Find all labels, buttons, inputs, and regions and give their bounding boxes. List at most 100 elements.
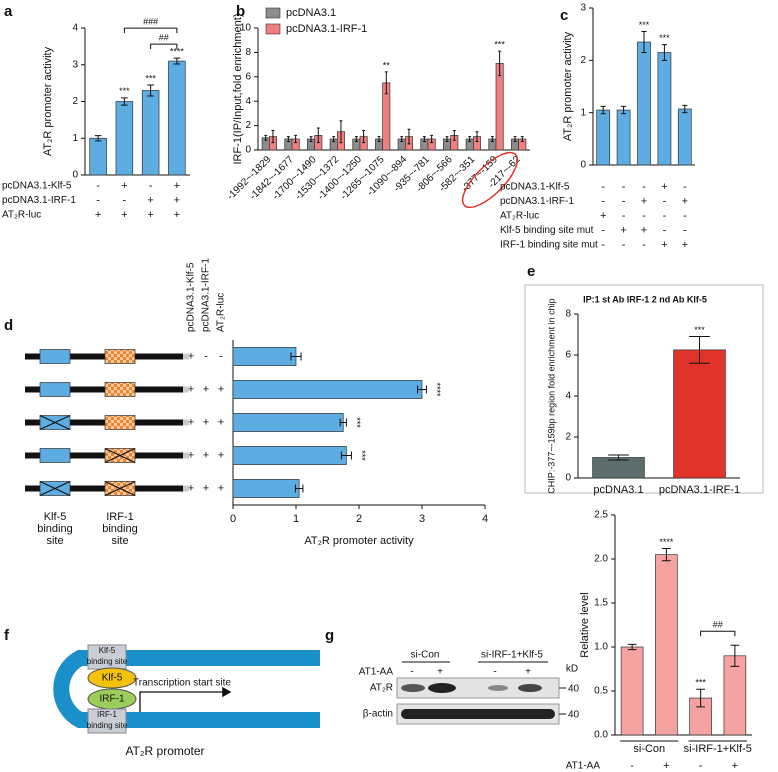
y-tick-label: 2	[245, 120, 251, 131]
dna-end	[183, 353, 189, 360]
binding-site	[39, 382, 71, 397]
panel-label: e	[527, 263, 535, 280]
row-label: β-actin	[363, 709, 393, 720]
condition-sign: -	[149, 180, 153, 192]
binding-site	[39, 448, 71, 463]
error-bar	[384, 71, 388, 95]
bracket	[700, 630, 736, 637]
condition-sign: -	[663, 195, 667, 207]
mutation	[39, 414, 71, 431]
bracket-label: ##	[713, 620, 723, 630]
significance: ***	[695, 678, 706, 688]
condition-sign: +	[188, 350, 194, 362]
condition-label: AT₂R-luc	[216, 293, 227, 332]
sign: +	[437, 667, 443, 678]
condition-sign: +	[661, 239, 667, 251]
error-bar	[294, 484, 304, 493]
significance: **	[383, 60, 391, 70]
condition-sign: -	[204, 350, 208, 362]
y-tick-label: 2	[72, 96, 78, 107]
dna	[53, 650, 320, 728]
condition-sign: +	[218, 416, 224, 428]
condition-sign: +	[203, 482, 209, 494]
highlight	[461, 151, 519, 209]
y-tick-label: 8	[565, 309, 571, 320]
condition-sign: -	[683, 210, 687, 222]
condition-sign: -	[622, 181, 626, 193]
error-bar	[354, 136, 358, 142]
condition-sign: -	[96, 180, 100, 192]
sign: -	[410, 667, 413, 678]
bar	[620, 646, 644, 736]
condition-sign: +	[218, 383, 224, 395]
condition-sign: +	[174, 194, 180, 206]
binding-site	[104, 415, 136, 430]
condition-sign: +	[147, 209, 153, 221]
site-label: binding	[102, 523, 137, 535]
significance: ***	[659, 33, 670, 43]
condition-sign: -	[683, 181, 687, 193]
chart-title: IP:1 st Ab IRF-1 2 nd Ab Klf-5	[583, 294, 707, 304]
condition-sign: +	[218, 449, 224, 461]
dna	[25, 353, 183, 360]
site-label: Klf-5	[44, 511, 67, 523]
condition-sign: -	[699, 760, 703, 772]
panel-label: d	[4, 317, 13, 334]
condition-label: pcDNA3.1-IRF-1	[500, 196, 574, 207]
bar	[168, 60, 186, 176]
x-tick-label: 1	[293, 513, 299, 525]
condition-sign: +	[147, 194, 153, 206]
site-label: IRF-1	[106, 511, 134, 523]
site-label: IRF-1	[97, 710, 118, 719]
bracket	[150, 43, 178, 50]
y-tick-label: 2	[565, 432, 571, 443]
error-bar	[490, 136, 494, 142]
error-bar	[600, 105, 606, 115]
protein-label: IRF-1	[100, 694, 125, 705]
panel-label: f	[4, 627, 10, 644]
western-blot: si-Con si-IRF-1+Klf-5 kD AT1-AA - + - + …	[359, 650, 580, 725]
legend-swatch	[265, 7, 281, 19]
y-tick-label: 1	[580, 107, 586, 118]
y-tick-label: 0.0	[594, 730, 608, 741]
condition-sign: +	[203, 383, 209, 395]
condition-sign: +	[188, 482, 194, 494]
tss-arrow	[139, 686, 232, 712]
error-bar	[121, 97, 128, 106]
condition-sign: -	[96, 194, 100, 206]
error-bar	[641, 31, 647, 53]
y-tick-label: 6	[565, 350, 571, 361]
error-bar	[400, 136, 404, 142]
condition-label: IRF-1 binding site mut	[500, 240, 598, 251]
mutation	[39, 480, 71, 497]
error-bar	[730, 644, 740, 667]
row-label: AT₂R	[370, 683, 393, 694]
significance: ***	[119, 86, 130, 96]
condition-label: pcDNA3.1-Klf-5	[2, 181, 72, 192]
error-bar	[696, 688, 706, 708]
condition-sign: +	[682, 195, 688, 207]
y-axis-label: AT₂R promoter activity	[42, 46, 54, 156]
unit: kD	[566, 664, 578, 675]
significance: ***	[639, 20, 650, 30]
dna-end	[183, 419, 189, 426]
y-tick-label: 0.5	[594, 686, 608, 697]
bar	[495, 63, 504, 151]
condition-sign: +	[95, 209, 101, 221]
sign: -	[493, 667, 496, 678]
condition-sign: -	[642, 239, 646, 251]
condition-sign: -	[663, 224, 667, 236]
group-label: si-IRF-1+Klf-5	[481, 650, 543, 661]
condition-sign: +	[661, 181, 667, 193]
condition-sign: -	[642, 181, 646, 193]
panel-label: b	[236, 3, 245, 20]
error-bar	[94, 135, 102, 142]
dna-end	[183, 386, 189, 393]
error-bar	[290, 352, 302, 361]
condition-sign: +	[203, 449, 209, 461]
bar	[592, 457, 645, 479]
binding-site	[104, 382, 136, 397]
y-axis-label: Relative level	[579, 592, 591, 657]
condition-sign: +	[174, 180, 180, 192]
